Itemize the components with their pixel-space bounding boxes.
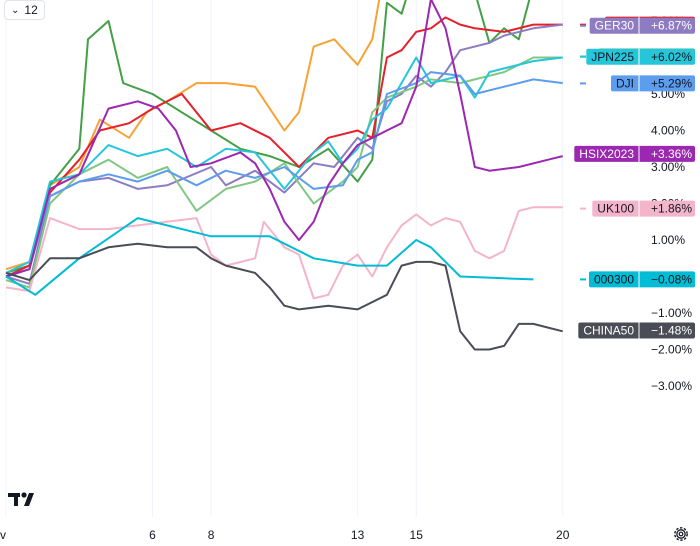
- y-tick-label: −3.00%: [651, 379, 692, 393]
- y-tick-label: 3.00%: [651, 160, 685, 174]
- value-label-background: [588, 271, 695, 288]
- chevron-down-icon: ⌄: [11, 4, 20, 16]
- series-value: +5.29%: [651, 76, 692, 90]
- settings-gear-icon[interactable]: [672, 525, 690, 543]
- series-value: +6.02%: [651, 50, 692, 64]
- series-name: CHINA50: [583, 324, 634, 338]
- y-tick-label: −2.00%: [651, 343, 692, 357]
- x-tick-label: 20: [556, 528, 570, 542]
- series-line-ger30: [5, 23, 563, 285]
- series-name: HSIX2023: [579, 147, 634, 161]
- x-tick-label: Nov: [0, 528, 6, 542]
- series-name: GER30: [595, 19, 635, 33]
- series-line-dji: [5, 71, 563, 278]
- interval-label: 12: [24, 3, 38, 17]
- x-tick-label: 15: [410, 528, 424, 542]
- series-line-jpn225: [5, 56, 563, 274]
- series-line-rut: [5, 0, 531, 274]
- x-tick-label: 13: [351, 528, 365, 542]
- series-name: JPN225: [591, 50, 634, 64]
- last-value-labels: NDX+8.86%RUT+8.25%SPX+6.90%GER30+6.87%SX…: [574, 16, 695, 339]
- value-label-background: [586, 48, 695, 65]
- series-value: +6.87%: [651, 19, 692, 33]
- series-value: +3.36%: [651, 147, 692, 161]
- series-line-china50: [5, 242, 563, 351]
- series-name: DJI: [616, 76, 634, 90]
- series-name: 000300: [594, 272, 634, 286]
- value-label-000300: 000300 −0.08%: [580, 271, 695, 288]
- series-line-uk100: [5, 206, 563, 300]
- series-line-ndx: [5, 0, 381, 271]
- value-label-dji: DJI +5.29%: [580, 75, 695, 92]
- tradingview-logo-icon: [8, 492, 34, 506]
- series-line-000300: [5, 217, 534, 296]
- y-tick-label: −1.00%: [651, 306, 692, 320]
- series-value: −1.48%: [651, 324, 692, 338]
- x-tick-label: 6: [149, 528, 156, 542]
- value-label-jpn225: JPN225 +6.02%: [580, 48, 695, 65]
- value-label-background: [578, 322, 695, 339]
- series-name: UK100: [597, 202, 634, 216]
- x-tick-label: 8: [208, 528, 215, 542]
- value-label-ger30: GER30 +6.87%: [580, 17, 695, 34]
- value-label-background: [592, 200, 695, 217]
- series-line-spx: [5, 16, 563, 278]
- time-scale[interactable]: Nov 6 8 13 15 20: [0, 528, 570, 542]
- y-tick-label: 1.00%: [651, 233, 685, 247]
- chart-series-lines: [5, 0, 563, 351]
- value-label-uk100: UK100 +1.86%: [580, 200, 695, 217]
- series-value: −0.08%: [651, 272, 692, 286]
- series-value: +1.86%: [651, 202, 692, 216]
- value-label-china50: CHINA50 −1.48%: [578, 322, 695, 339]
- value-label-background: [589, 17, 695, 34]
- value-label-hsix2023: HSIX2023 +3.36%: [574, 145, 695, 162]
- series-line-hsix2023: [5, 0, 563, 278]
- interval-selector-button[interactable]: ⌄ 12: [4, 0, 45, 20]
- value-label-background: [574, 145, 695, 162]
- value-label-background: [611, 75, 695, 92]
- y-tick-label: 4.00%: [651, 124, 685, 138]
